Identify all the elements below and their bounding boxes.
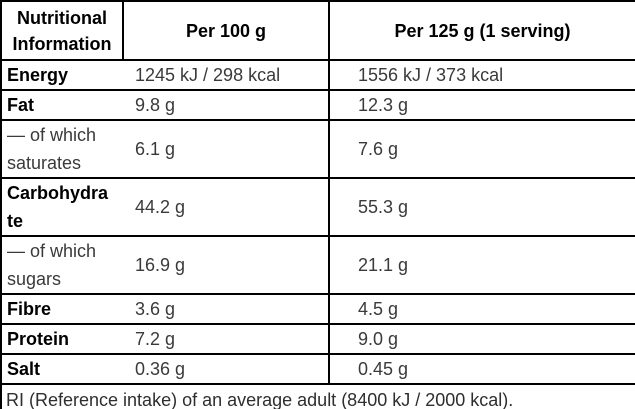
row-label-fat: Fat bbox=[1, 89, 123, 121]
value-per100-saturates: 6.1 g bbox=[123, 119, 330, 179]
row-label-fibre: Fibre bbox=[1, 293, 123, 325]
value-per100-salt: 0.36 g bbox=[123, 353, 330, 385]
value-per100-carbohydrate: 44.2 g bbox=[123, 177, 330, 237]
value-per125-fat: 12.3 g bbox=[329, 89, 635, 121]
column-header-per-125g: Per 125 g (1 serving) bbox=[329, 0, 635, 61]
value-per125-saturates: 7.6 g bbox=[329, 119, 635, 179]
column-header-nutritional-information: Nutritional Information bbox=[1, 0, 124, 61]
value-per100-sugars: 16.9 g bbox=[123, 235, 330, 295]
row-label-salt: Salt bbox=[1, 353, 123, 385]
row-label-carbohydrate: Carbohydrate bbox=[1, 177, 123, 237]
value-per125-sugars: 21.1 g bbox=[329, 235, 635, 295]
table-row-saturates: — of which saturates 6.1 g 7.6 g bbox=[1, 119, 635, 179]
header-row: Nutritional Information Per 100 g Per 12… bbox=[1, 0, 635, 61]
value-per100-fat: 9.8 g bbox=[123, 89, 330, 121]
value-per125-salt: 0.45 g bbox=[329, 353, 635, 385]
row-label-protein: Protein bbox=[1, 323, 123, 355]
row-label-saturates: — of which saturates bbox=[1, 119, 123, 179]
table-row-fibre: Fibre 3.6 g 4.5 g bbox=[1, 293, 635, 325]
value-per100-protein: 7.2 g bbox=[123, 323, 330, 355]
value-per125-fibre: 4.5 g bbox=[329, 293, 635, 325]
value-per100-fibre: 3.6 g bbox=[123, 293, 330, 325]
column-header-per-100g: Per 100 g bbox=[123, 0, 330, 61]
value-per125-energy: 1556 kJ / 373 kcal bbox=[329, 59, 635, 91]
value-per125-protein: 9.0 g bbox=[329, 323, 635, 355]
row-label-sugars: — of which sugars bbox=[1, 235, 123, 295]
table-row-carbohydrate: Carbohydrate 44.2 g 55.3 g bbox=[1, 177, 635, 237]
value-per125-carbohydrate: 55.3 g bbox=[329, 177, 635, 237]
value-per100-energy: 1245 kJ / 298 kcal bbox=[123, 59, 330, 91]
table-row-fat: Fat 9.8 g 12.3 g bbox=[1, 89, 635, 121]
table-row-sugars: — of which sugars 16.9 g 21.1 g bbox=[1, 235, 635, 295]
table-row-salt: Salt 0.36 g 0.45 g bbox=[1, 353, 635, 385]
table-row-energy: Energy 1245 kJ / 298 kcal 1556 kJ / 373 … bbox=[1, 59, 635, 91]
row-label-energy: Energy bbox=[1, 59, 123, 91]
footnote-row: RI (Reference intake) of an average adul… bbox=[1, 383, 635, 409]
table-row-protein: Protein 7.2 g 9.0 g bbox=[1, 323, 635, 355]
reference-intake-footnote: RI (Reference intake) of an average adul… bbox=[1, 383, 635, 409]
